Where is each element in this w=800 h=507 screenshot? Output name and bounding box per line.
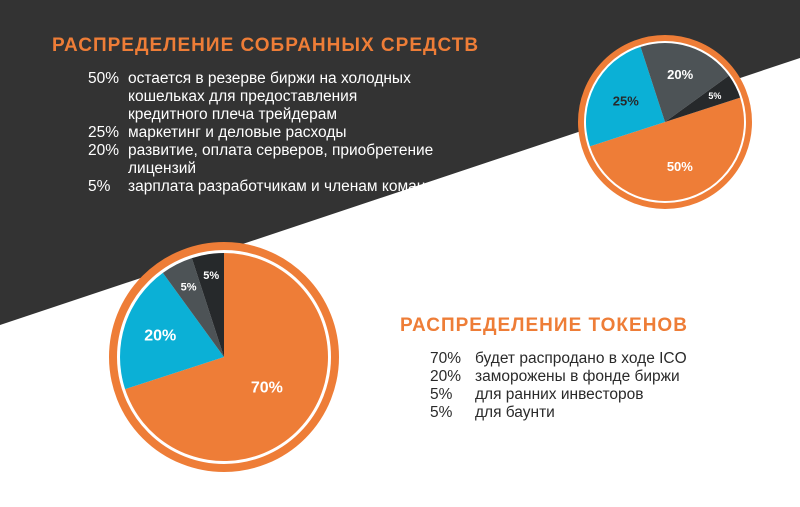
funds-item-percent: 5%	[88, 178, 111, 195]
tokens-pie-chart: 70% 20% 5% 5%	[109, 242, 339, 472]
tokens-item: 5% для баунти	[430, 404, 687, 422]
tokens-item-text: заморожены в фонде биржи	[475, 368, 680, 385]
tokens-item-text: для баунти	[475, 404, 555, 421]
funds-item-percent: 50%	[88, 70, 120, 87]
funds-item-text: развитие, оплата серверов, приобретение …	[128, 142, 434, 177]
funds-legend: 50% остается в резерве биржи на холодных…	[88, 70, 508, 196]
funds-item: 25% маркетинг и деловые расходы	[88, 124, 508, 142]
funds-pie-slice	[586, 46, 665, 147]
funds-pie-slice	[589, 97, 744, 201]
funds-item-percent: 25%	[88, 124, 120, 141]
tokens-pie-slice-label: 20%	[144, 328, 176, 345]
funds-item: 50% остается в резерве биржи на холодных…	[88, 70, 508, 124]
tokens-item-percent: 5%	[430, 404, 453, 421]
tokens-pie-slice-label: 5%	[181, 281, 197, 293]
tokens-item-percent: 5%	[430, 386, 453, 403]
tokens-title: РАСПРЕДЕЛЕНИЕ ТОКЕНОВ	[400, 315, 688, 336]
funds-pie-slice	[665, 75, 741, 122]
funds-title: РАСПРЕДЕЛЕНИЕ СОБРАННЫХ СРЕДСТВ	[52, 35, 480, 56]
funds-pie-slice-label: 25%	[613, 93, 639, 108]
funds-item: 20% развитие, оплата серверов, приобрете…	[88, 142, 508, 178]
funds-item: 5% зарплата разработчикам и членам коман…	[88, 178, 508, 196]
funds-item-text: остается в резерве биржи на холодных кош…	[128, 70, 411, 123]
funds-pie-slice-label: 5%	[708, 91, 721, 101]
tokens-item-percent: 70%	[430, 350, 462, 367]
tokens-item: 5% для ранних инвесторов	[430, 386, 687, 404]
tokens-item: 70% будет распродано в ходе ICO	[430, 350, 687, 368]
tokens-pie-slice-label: 5%	[203, 270, 219, 282]
tokens-item-text: будет распродано в ходе ICO	[475, 350, 687, 367]
tokens-item-percent: 20%	[430, 368, 462, 385]
funds-pie-slice	[640, 43, 729, 122]
tokens-pie-slice	[162, 258, 224, 357]
tokens-item-text: для ранних инвесторов	[475, 386, 644, 403]
funds-pie-slice-label: 50%	[667, 159, 693, 174]
tokens-pie-slice	[120, 272, 224, 390]
funds-item-text: зарплата разработчикам и членам команды	[128, 178, 446, 195]
funds-pie-chart: 50% 25% 20% 5%	[578, 35, 752, 209]
tokens-pie-slice	[125, 253, 328, 461]
funds-item-text: маркетинг и деловые расходы	[128, 124, 347, 141]
tokens-legend: 70% будет распродано в ходе ICO 20% замо…	[430, 350, 687, 422]
tokens-item: 20% заморожены в фонде биржи	[430, 368, 687, 386]
funds-item-percent: 20%	[88, 142, 120, 159]
tokens-pie-slice	[191, 253, 224, 357]
funds-pie-slice-label: 20%	[667, 67, 693, 82]
tokens-pie-slice-label: 70%	[251, 379, 283, 396]
